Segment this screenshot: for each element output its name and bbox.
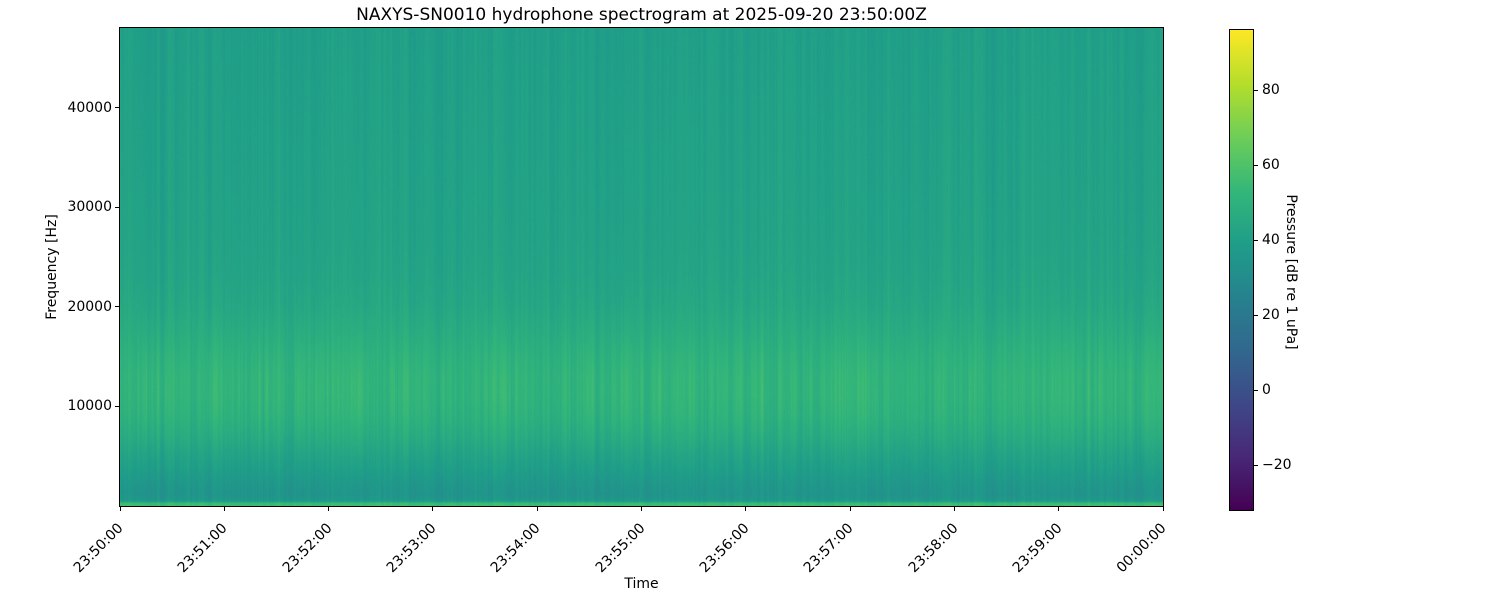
colorbar-tick-mark: [1254, 464, 1258, 466]
x-tick-label: 23:58:00: [905, 520, 962, 577]
x-tick-label: 23:50:00: [70, 520, 127, 577]
x-tick-label: 23:51:00: [175, 520, 231, 577]
x-tick-mark: [432, 507, 434, 511]
x-tick-label: 23:52:00: [279, 520, 336, 577]
y-tick-mark: [115, 206, 119, 208]
y-tick-label: 40000: [67, 99, 112, 116]
x-tick-mark: [223, 507, 225, 511]
colorbar-tick-label: 20: [1262, 307, 1280, 323]
x-tick-label: 23:54:00: [488, 520, 544, 577]
chart-title: NAXYS-SN0010 hydrophone spectrogram at 2…: [356, 5, 927, 25]
x-tick-label: 23:57:00: [800, 520, 857, 577]
colorbar: [1229, 29, 1254, 511]
colorbar-tick-mark: [1254, 89, 1258, 91]
x-tick-mark: [328, 507, 330, 511]
x-tick-label: 23:56:00: [696, 520, 753, 577]
x-tick-label: 23:55:00: [592, 520, 649, 577]
x-tick-mark: [641, 507, 642, 511]
colorbar-tick-label: −20: [1262, 457, 1292, 473]
colorbar-label: Pressure [dB re 1 uPa]: [1283, 194, 1299, 350]
x-tick-mark: [745, 507, 747, 511]
y-tick-label: 30000: [67, 199, 112, 216]
colorbar-tick-label: 40: [1262, 232, 1280, 248]
colorbar-tick-mark: [1254, 164, 1258, 166]
plot-area: [119, 27, 1164, 507]
colorbar-tick-mark: [1254, 389, 1258, 391]
x-tick-label: 00:00:00: [1113, 520, 1170, 577]
x-tick-label: 23:53:00: [383, 520, 440, 577]
y-tick-mark: [115, 107, 119, 109]
colorbar-tick-mark: [1254, 239, 1258, 241]
x-tick-mark: [536, 507, 538, 511]
x-tick-mark: [119, 507, 121, 511]
colorbar-tick-mark: [1254, 314, 1258, 316]
y-tick-mark: [115, 306, 119, 308]
colorbar-tick-label: 0: [1262, 382, 1271, 398]
x-axis-label: Time: [624, 576, 659, 592]
colorbar-tick-label: 60: [1262, 157, 1280, 173]
colorbar-gradient: [1230, 30, 1253, 510]
x-tick-mark: [849, 507, 851, 511]
y-tick-label: 10000: [67, 398, 112, 415]
y-tick-mark: [115, 405, 119, 407]
spectrogram-image: [120, 28, 1163, 506]
y-axis-label: Frequency [Hz]: [44, 214, 60, 320]
y-tick-label: 20000: [67, 298, 112, 315]
x-tick-label: 23:59:00: [1009, 520, 1066, 577]
x-tick-mark: [953, 507, 955, 511]
colorbar-tick-label: 80: [1262, 82, 1280, 98]
x-tick-mark: [1162, 507, 1164, 511]
x-tick-mark: [1058, 507, 1060, 511]
